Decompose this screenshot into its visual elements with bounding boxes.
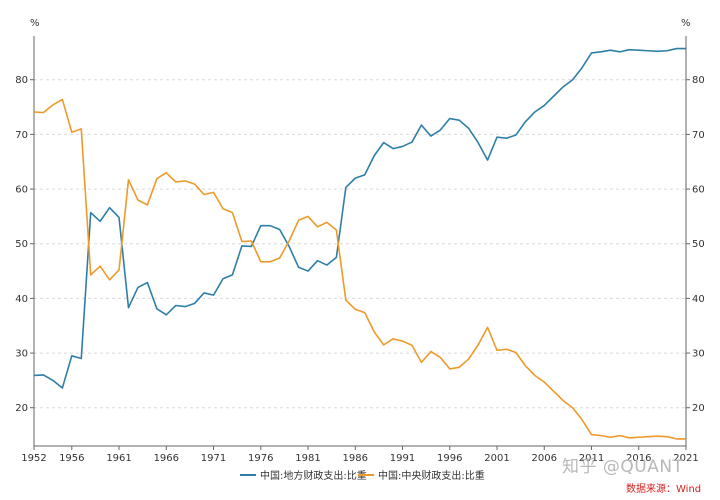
y-tick-label-left: 80 xyxy=(15,75,28,86)
series-line-local xyxy=(33,47,686,389)
y-tick-label-left: 30 xyxy=(15,349,28,360)
x-tick-label: 1986 xyxy=(343,453,368,464)
y-tick-label-right: 60 xyxy=(692,185,705,196)
left-axis-unit: % xyxy=(30,18,40,29)
x-tick-label: 1996 xyxy=(437,453,462,464)
y-tick-label-left: 40 xyxy=(15,294,28,305)
series-line-central xyxy=(33,98,686,440)
grid-lines xyxy=(34,79,686,409)
y-tick-label-left: 60 xyxy=(15,185,28,196)
watermark: 知乎 @QUANT xyxy=(562,457,684,477)
y-tick-label-right: 70 xyxy=(692,130,705,141)
x-tick-labels: 1952 1956 1961 1966 1971 1976 1981 1986 1991 1996… xyxy=(21,446,699,464)
legend: 中国:地方财政支出:比重 中国:中央财政支出:比重 xyxy=(240,469,485,482)
y-tick-label-right: 20 xyxy=(692,403,705,414)
right-axis-unit: % xyxy=(681,18,691,29)
x-tick-label: 1961 xyxy=(106,453,131,464)
data-source-note: 数据来源：Wind xyxy=(626,484,702,495)
x-tick-label: 1956 xyxy=(59,453,84,464)
x-tick-label: 1991 xyxy=(390,453,415,464)
y-tick-labels: 20 20 30 30 40 40 50 50 60 60 70 70 80 80 xyxy=(15,75,704,414)
x-tick-label: 1976 xyxy=(248,453,273,464)
series-lines xyxy=(33,47,686,440)
x-tick-label: 2021 xyxy=(673,453,698,464)
axes xyxy=(33,36,687,447)
y-tick-label-left: 50 xyxy=(15,239,28,250)
legend-central-label: 中国:中央财政支出:比重 xyxy=(378,469,485,482)
x-tick-label: 2006 xyxy=(532,453,557,464)
y-tick-label-right: 50 xyxy=(692,239,705,250)
y-tick-label-left: 70 xyxy=(15,130,28,141)
x-tick-label: 1952 xyxy=(21,453,46,464)
x-tick-label: 2001 xyxy=(484,453,509,464)
y-tick-label-left: 20 xyxy=(15,403,28,414)
legend-local-label: 中国:地方财政支出:比重 xyxy=(260,469,367,482)
x-tick-label: 1971 xyxy=(201,453,226,464)
x-tick-label: 1966 xyxy=(154,453,179,464)
x-tick-label: 2016 xyxy=(626,453,651,464)
x-tick-label: 2011 xyxy=(579,453,604,464)
y-tick-label-right: 40 xyxy=(692,294,705,305)
y-tick-label-right: 30 xyxy=(692,349,705,360)
y-tick-label-right: 80 xyxy=(692,75,705,86)
x-tick-label: 1981 xyxy=(295,453,320,464)
